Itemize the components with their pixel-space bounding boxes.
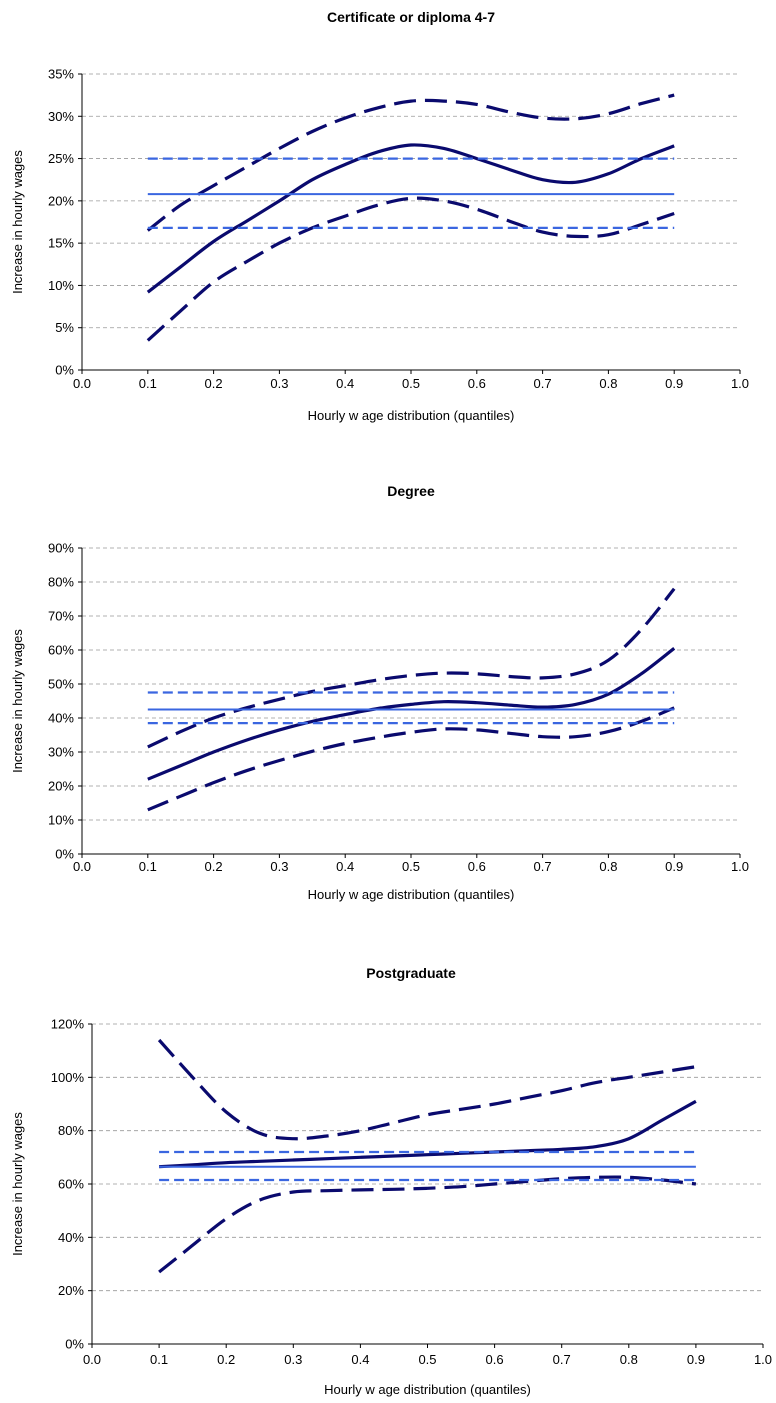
y-tick-label: 50% (48, 677, 74, 692)
y-tick-label: 0% (55, 363, 74, 378)
x-tick-label: 0.6 (468, 376, 486, 391)
x-tick-label: 1.0 (754, 1352, 772, 1367)
y-tick-label: 20% (48, 193, 74, 208)
series-line-lower (158, 1175, 697, 1274)
x-tick-label: 0.6 (468, 859, 486, 874)
x-tick-label: 0.3 (270, 859, 288, 874)
x-tick-label: 0.2 (205, 859, 223, 874)
x-tick-label: 0.1 (139, 376, 157, 391)
x-tick-label: 1.0 (731, 859, 749, 874)
chart-3: Postgraduate 0% 20% 40% 60% 80% 100% 120% 0.0 0.1… (10, 965, 772, 1397)
x-tick-label: 1.0 (731, 376, 749, 391)
y-tick-label: 30% (48, 745, 74, 760)
chart-title: Certificate or diploma 4-7 (327, 9, 495, 25)
x-tick-label: 0.2 (217, 1352, 235, 1367)
y-tick-label: 100% (51, 1070, 85, 1085)
x-tick-label: 0.6 (486, 1352, 504, 1367)
y-tick-label: 20% (58, 1283, 84, 1298)
x-axis-label: Hourly w age distribution (quantiles) (308, 408, 515, 423)
y-tick-label: 10% (48, 278, 74, 293)
x-tick-label: 0.3 (284, 1352, 302, 1367)
x-tick-label: 0.1 (150, 1352, 168, 1367)
x-tick-label: 0.4 (351, 1352, 369, 1367)
x-tick-label: 0.0 (83, 1352, 101, 1367)
y-tick-label: 80% (58, 1123, 84, 1138)
x-axis-label: Hourly w age distribution (quantiles) (324, 1382, 531, 1397)
y-tick-label: 70% (48, 609, 74, 624)
x-tick-label: 0.8 (620, 1352, 638, 1367)
x-tick-label: 0.7 (534, 376, 552, 391)
series-line-estimate (159, 1099, 697, 1169)
series-line-estimate (147, 647, 676, 781)
y-tick-label: 25% (48, 151, 74, 166)
y-tick-label: 40% (48, 711, 74, 726)
y-tick-label: 60% (58, 1177, 84, 1192)
series-line-estimate (146, 143, 675, 294)
x-tick-label: 0.1 (139, 859, 157, 874)
x-tick-label: 0.7 (553, 1352, 571, 1367)
x-tick-label: 0.0 (73, 859, 91, 874)
chart-title: Postgraduate (366, 965, 456, 981)
y-tick-label: 35% (48, 67, 74, 82)
x-tick-label: 0.5 (418, 1352, 436, 1367)
x-tick-label: 0.4 (336, 376, 354, 391)
chart-2: Degree 0% 10% 20% 30% 40% 50% 60% 70% 80% 90% 0.0 0.… (10, 483, 749, 902)
series-line-upper (146, 93, 675, 232)
y-tick-label: 0% (55, 847, 74, 862)
series-line-upper (147, 587, 676, 749)
y-axis-label: Increase in hourly wages (10, 629, 25, 773)
x-tick-label: 0.5 (402, 376, 420, 391)
y-tick-label: 120% (51, 1017, 85, 1032)
x-tick-label: 0.4 (336, 859, 354, 874)
y-tick-label: 0% (65, 1337, 84, 1352)
x-tick-label: 0.3 (270, 376, 288, 391)
series-line-lower (146, 196, 675, 342)
y-axis-label: Increase in hourly wages (10, 150, 25, 294)
x-axis-label: Hourly w age distribution (quantiles) (308, 887, 515, 902)
x-tick-label: 0.8 (599, 376, 617, 391)
y-tick-label: 60% (48, 643, 74, 658)
x-tick-label: 0.8 (599, 859, 617, 874)
chart-title: Degree (387, 483, 435, 499)
y-tick-label: 80% (48, 575, 74, 590)
y-tick-label: 20% (48, 779, 74, 794)
x-tick-label: 0.5 (402, 859, 420, 874)
x-tick-label: 0.0 (73, 376, 91, 391)
y-tick-label: 30% (48, 109, 74, 124)
series-line-lower (147, 706, 675, 812)
y-tick-label: 90% (48, 541, 74, 556)
x-tick-label: 0.9 (687, 1352, 705, 1367)
x-tick-label: 0.2 (205, 376, 223, 391)
x-tick-label: 0.9 (665, 859, 683, 874)
y-tick-label: 40% (58, 1230, 84, 1245)
x-tick-label: 0.9 (665, 376, 683, 391)
y-tick-label: 15% (48, 236, 74, 251)
y-tick-label: 10% (48, 813, 74, 828)
y-tick-label: 5% (55, 320, 74, 335)
x-tick-label: 0.7 (534, 859, 552, 874)
chart-1: Certificate or diploma 4-7 0% 5% 10% 15% 20% 2… (10, 9, 749, 423)
y-axis-label: Increase in hourly wages (10, 1112, 25, 1256)
series-line-upper (157, 1038, 697, 1141)
